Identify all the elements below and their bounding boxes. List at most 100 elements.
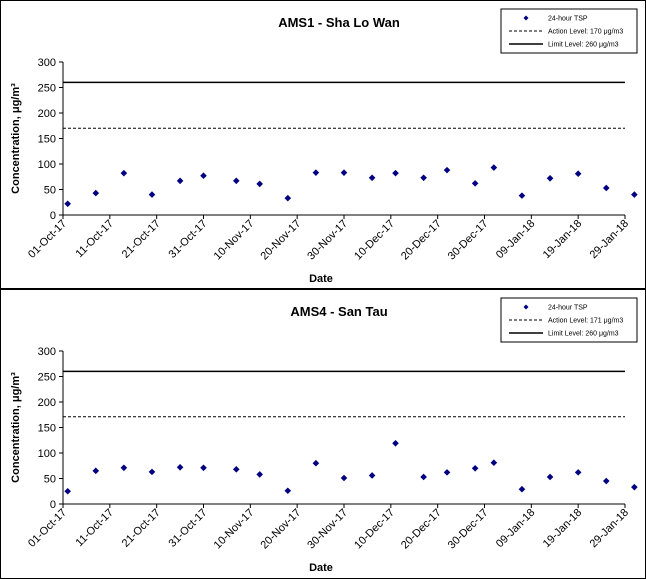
x-tick-label: 21-Oct-17 [120,507,163,550]
data-point [64,487,71,495]
y-tick-label: 50 [44,185,56,197]
y-tick-label: 250 [38,83,56,95]
data-point [368,174,376,182]
x-tick-label: 01-Oct-17 [26,507,69,550]
x-axis-title: Date [309,562,333,574]
x-tick-label: 30-Dec-17 [446,507,491,552]
x-tick-label: 10-Dec-17 [352,218,397,263]
legend-label: Limit Level: 260 μg/m3 [548,331,619,338]
data-point [284,487,292,495]
y-axis-title: Concentration, μg/m³ [10,83,22,194]
chart-ams1: AMS1 - Sha Lo Wan Concentration, μg/m³ Dat… [10,8,638,285]
data-point [443,469,451,476]
data-point [340,474,348,482]
legend-label: Limit Level: 260 μg/m3 [548,42,619,49]
data-point [148,468,156,476]
data-point [518,485,526,493]
data-point [443,166,451,174]
x-tick-label: 29-Jan-18 [588,507,632,551]
x-tick-label: 11-Oct-17 [73,218,115,260]
data-point [631,191,638,198]
legend-box [500,297,638,343]
data-point [392,440,399,447]
x-tick-label: 09-Jan-18 [494,218,538,262]
data-point [518,192,526,199]
data-point [546,174,554,182]
legend-label: 24-hour TSP [548,16,588,23]
data-point [471,465,479,472]
x-tick-label: 11-Oct-17 [73,507,115,549]
data-point [312,169,320,176]
data-point [256,180,263,188]
data-point [64,200,71,208]
data-point [420,473,427,481]
data-point [120,464,128,472]
data-point [546,473,554,481]
y-tick-label: 300 [38,57,56,69]
y-tick-label: 200 [38,108,56,120]
x-tick-label: 19-Jan-18 [541,218,585,262]
chart-ams4: AMS4 - San Tau Concentration, μg/m³ Date 0 5… [10,297,638,574]
x-tick-label: 20-Nov-17 [258,218,303,263]
legend-label: Action Level: 170 μg/m3 [548,29,623,36]
y-tick-label: 0 [50,499,56,511]
x-tick-label: 21-Oct-17 [120,218,163,261]
data-point [92,189,100,197]
legend-label: 24-hour TSP [548,305,588,312]
y-tick-label: 300 [38,346,56,358]
data-point [200,464,207,472]
data-point [200,172,207,180]
data-point [176,463,184,471]
data-point [176,177,184,185]
data-point [312,459,320,467]
data-point [368,472,376,479]
x-tick-label: 19-Jan-18 [541,507,585,551]
data-point [120,169,128,177]
legend-marker-swatch [523,304,529,310]
data-point [92,467,100,475]
y-tick-label: 100 [38,448,56,460]
x-tick-label: 31-Oct-17 [167,507,210,550]
x-tick-label: 20-Nov-17 [258,507,303,552]
data-point [602,477,610,485]
data-point [574,469,582,476]
data-point [392,169,399,177]
legend-label: Action Level: 171 μg/m3 [548,318,623,325]
x-tick-label: 10-Nov-17 [212,218,257,263]
data-point [631,483,638,491]
x-tick-label: 30-Nov-17 [305,507,350,552]
y-axis-title: Concentration, μg/m³ [10,372,22,483]
x-tick-label: 29-Jan-18 [588,218,632,262]
data-point [574,170,582,177]
y-tick-label: 150 [38,134,56,146]
x-tick-label: 10-Nov-17 [212,507,257,552]
data-point [284,194,292,202]
chart-title: AMS1 - Sha Lo Wan [278,15,400,30]
y-tick-label: 250 [38,372,56,384]
x-tick-label: 20-Dec-17 [399,218,444,263]
chart-panel-ams4: AMS4 - San Tau Concentration, μg/m³ Date 0 5… [0,289,646,579]
data-point [256,471,263,478]
x-tick-label: 31-Oct-17 [167,218,210,261]
y-tick-label: 100 [38,159,56,171]
data-point [232,466,240,473]
chart-panel-ams1: AMS1 - Sha Lo Wan Concentration, μg/m³ Dat… [0,0,646,289]
legend-marker-swatch [523,15,529,21]
data-point [420,174,427,182]
y-tick-label: 200 [38,397,56,409]
legend-box [500,8,638,54]
y-tick-label: 50 [44,474,56,486]
x-axis-title: Date [309,273,333,285]
x-tick-label: 20-Dec-17 [399,507,444,552]
data-point [490,459,498,466]
y-tick-label: 0 [50,210,56,222]
x-tick-label: 30-Nov-17 [305,218,350,263]
data-point [232,177,240,185]
x-tick-label: 30-Dec-17 [446,218,491,263]
data-point [471,180,479,187]
data-point [340,169,348,176]
x-tick-label: 10-Dec-17 [352,507,397,552]
data-point [148,191,156,198]
data-point [490,164,498,171]
x-tick-label: 09-Jan-18 [494,507,538,551]
